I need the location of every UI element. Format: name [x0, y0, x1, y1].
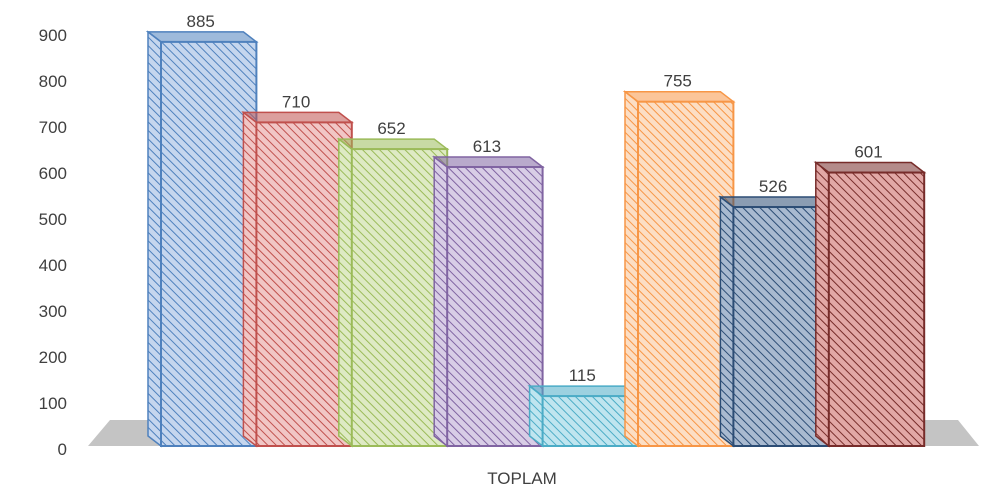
bar-top-face — [622, 90, 736, 103]
y-tick-label: 800 — [39, 72, 67, 91]
y-tick-label: 700 — [39, 118, 67, 137]
bar-top-face — [813, 161, 927, 174]
y-tick-label: 500 — [39, 210, 67, 229]
data-label: 710 — [282, 92, 310, 111]
data-label: 885 — [187, 12, 215, 31]
bar-top-face — [241, 111, 355, 124]
bar-side-face — [147, 30, 162, 448]
y-tick-label: 100 — [39, 394, 67, 413]
bar-side-face — [624, 90, 639, 448]
bar-side-face — [433, 155, 448, 448]
y-tick-label: 600 — [39, 164, 67, 183]
bar-side-face — [815, 161, 830, 448]
bar-side-face — [719, 195, 735, 448]
y-axis: 0 100 200 300 400 500 600 700 800 900 — [39, 26, 67, 459]
y-tick-label: 0 — [58, 440, 67, 459]
bar-front-face — [350, 148, 449, 448]
bar-top-face — [431, 156, 545, 168]
data-label: 613 — [473, 137, 501, 156]
y-tick-label: 400 — [39, 256, 67, 275]
bar-front-face — [541, 395, 639, 448]
bars-group — [145, 30, 927, 448]
bar-side-face — [338, 137, 353, 448]
data-label: 115 — [569, 366, 596, 385]
y-tick-label: 200 — [39, 348, 67, 367]
data-labels-group: 885 710 652 613 115 755 526 601 — [187, 12, 883, 385]
y-tick-label: 900 — [39, 26, 67, 45]
bar-7 — [718, 195, 832, 448]
bar-front-face — [160, 40, 258, 448]
bar-3 — [336, 137, 450, 448]
bar-8 — [813, 161, 927, 448]
x-category-label: TOPLAM — [487, 469, 557, 488]
bar-front-face — [637, 100, 735, 447]
data-label: 652 — [377, 119, 405, 138]
bar-side-face — [242, 110, 258, 448]
bar-front-face — [446, 166, 544, 448]
bar-1 — [145, 30, 259, 448]
bar-front-face — [827, 171, 926, 447]
bar-4 — [431, 155, 545, 448]
data-label: 526 — [759, 177, 787, 196]
bar-top-face — [145, 31, 259, 43]
bar-front-face — [255, 121, 353, 448]
bar-top-face — [336, 138, 450, 150]
bar-top-face — [527, 385, 641, 397]
bar-2 — [241, 110, 355, 448]
bar-6 — [622, 90, 736, 448]
bar-5 — [527, 384, 641, 448]
data-label: 601 — [854, 143, 882, 162]
y-tick-label: 300 — [39, 302, 67, 321]
bar-top-face — [718, 196, 832, 208]
bar-front-face — [732, 206, 830, 447]
data-label: 755 — [664, 72, 692, 91]
